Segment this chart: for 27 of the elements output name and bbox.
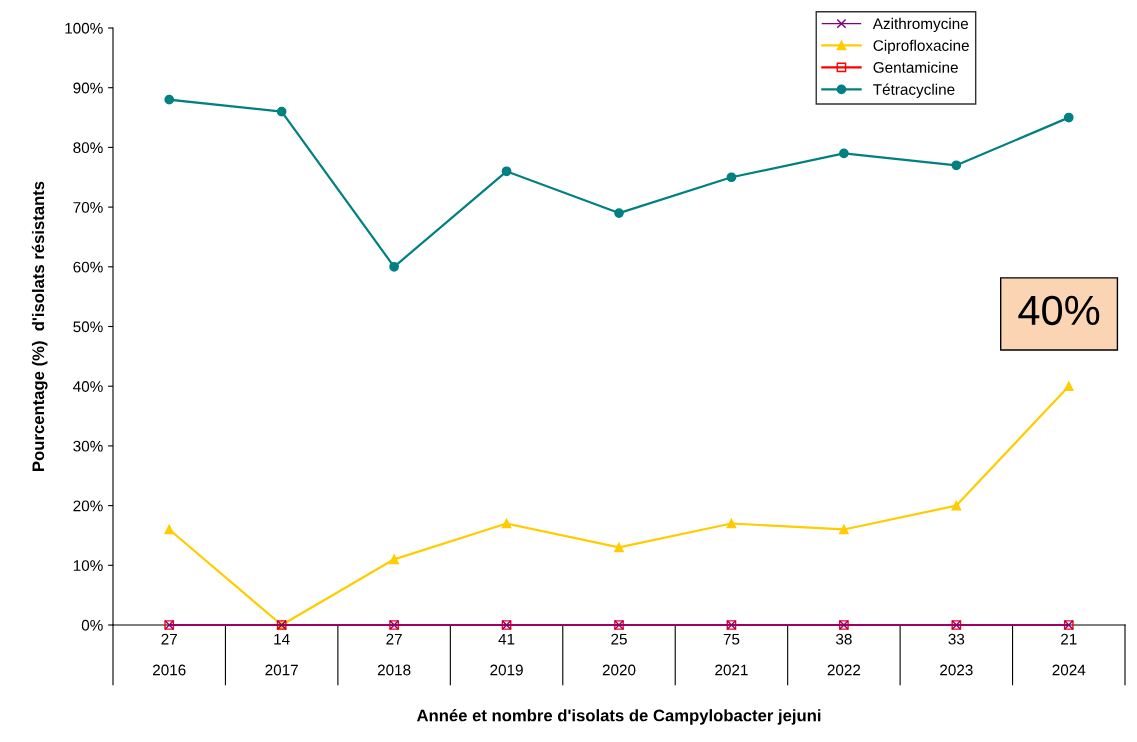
x-axis-title: Année et nombre d'isolats de Campylobacter jejuni (416, 708, 821, 725)
category-label: 14 2017 (265, 633, 298, 676)
category-label: 21 2024 (1052, 633, 1086, 676)
legend-label: Gentamicine (873, 61, 958, 73)
y-tick-label: 60% (73, 261, 103, 273)
y-tick-label: 0% (81, 619, 103, 631)
legend-label: Azithromycine (872, 17, 969, 33)
category-label: 27 2016 (153, 633, 186, 676)
y-tick-label: 50% (73, 321, 103, 333)
category-label: 33 2023 (940, 633, 973, 676)
category-label: 25 2020 (602, 633, 636, 676)
y-tick-label: 30% (73, 440, 103, 452)
legend-label: Ciprofloxacine (873, 39, 969, 54)
y-tick-label: 100% (65, 22, 103, 34)
category-label: 27 2018 (377, 633, 411, 676)
y-tick-label: 90% (73, 82, 103, 94)
y-tick-label: 20% (73, 500, 103, 512)
y-tick-label: 70% (73, 201, 103, 213)
y-tick-label: 80% (73, 142, 103, 154)
annotation: 40% (1018, 295, 1100, 326)
legend-label: Tétracycline (873, 83, 955, 98)
y-tick-label: 10% (73, 560, 103, 571)
category-label: 41 2019 (490, 633, 523, 676)
category-label: 38 2022 (827, 633, 861, 676)
y-tick-label: 40% (73, 381, 103, 392)
category-label: 75 2021 (715, 633, 748, 676)
y-axis-title: Pourcentage (%) d'isolats résistants (31, 181, 48, 471)
